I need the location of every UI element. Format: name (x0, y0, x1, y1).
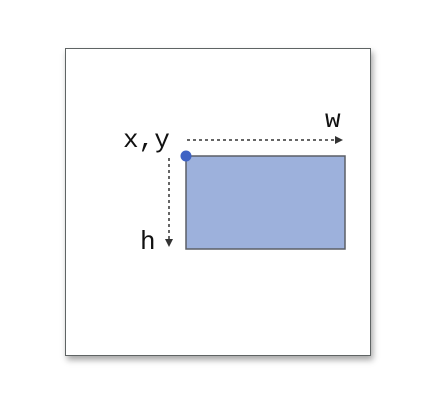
width-label: w (325, 105, 341, 135)
origin-point (180, 150, 192, 162)
height-label: h (140, 227, 156, 257)
origin-label: x,y (123, 125, 170, 155)
rectangle-shape (185, 155, 346, 250)
